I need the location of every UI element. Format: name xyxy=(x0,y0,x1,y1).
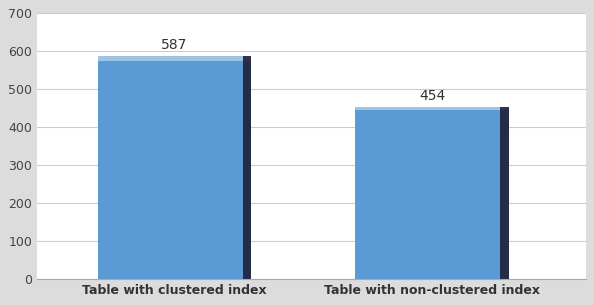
Text: 587: 587 xyxy=(161,38,188,52)
Bar xyxy=(500,107,509,279)
Bar xyxy=(97,56,251,61)
Bar xyxy=(243,56,251,279)
Text: 454: 454 xyxy=(419,89,446,103)
Bar xyxy=(355,107,509,110)
Bar xyxy=(97,56,251,279)
Bar xyxy=(355,107,509,279)
